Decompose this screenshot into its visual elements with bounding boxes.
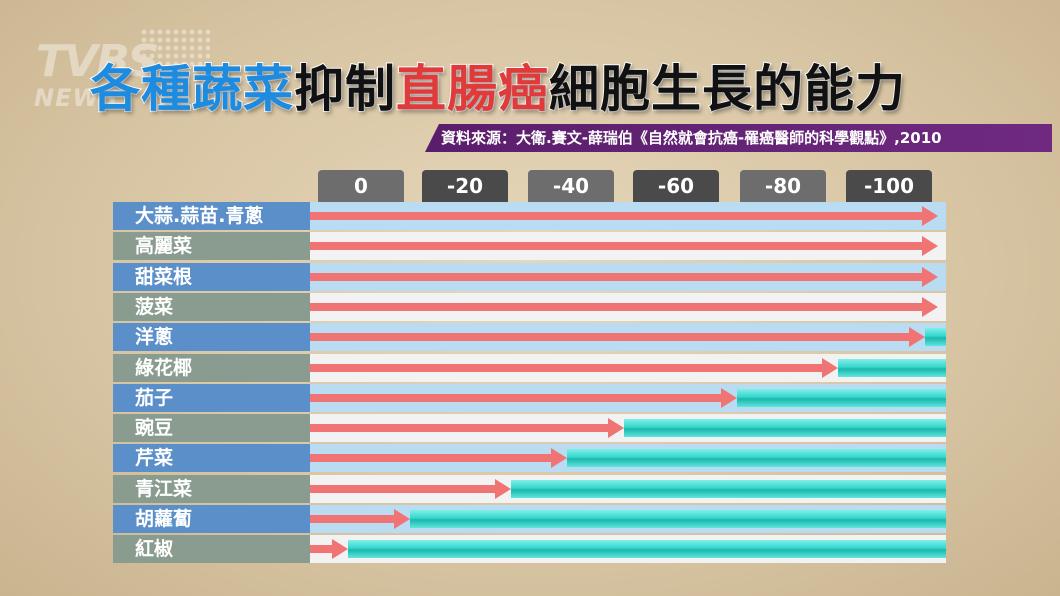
category-label: 豌豆: [113, 414, 310, 443]
arrow-head: [922, 296, 938, 317]
category-label: 青江菜: [113, 474, 310, 503]
arrow-shaft: [310, 242, 924, 251]
tvbs-news-logo: TVBS NEWS: [30, 28, 220, 116]
x-tick-label: -100: [846, 170, 932, 202]
value-arrow: [310, 206, 938, 226]
logo-dots: [140, 28, 210, 68]
category-label: 洋蔥: [113, 323, 310, 352]
chart-row: 高麗菜: [113, 232, 946, 261]
value-arrow: [310, 327, 926, 348]
arrow-head: [922, 266, 938, 287]
value-arrow: [310, 539, 348, 560]
arrow-head: [821, 357, 838, 378]
arrow-shaft: [310, 363, 824, 372]
arrow-shaft: [310, 272, 924, 281]
category-label: 甜菜根: [113, 262, 310, 291]
chart-row: 紅椒: [113, 535, 946, 564]
arrow-head: [551, 448, 568, 469]
value-arrow: [310, 296, 938, 317]
value-arrow: [310, 509, 411, 529]
bar-track: [310, 383, 946, 412]
value-arrow: [310, 418, 624, 439]
x-axis-tabs: 0 -20 -40 -60 -80 -100: [310, 170, 950, 202]
arrow-head: [909, 327, 926, 348]
bar-track: [310, 535, 946, 564]
chart-row: 菠菜: [113, 292, 946, 321]
chart-row: 綠花椰: [113, 353, 946, 382]
title-part-inhibit: 抑制: [293, 59, 396, 119]
bar-track: [310, 444, 946, 473]
arrow-shaft: [310, 333, 912, 342]
category-label: 茄子: [113, 383, 310, 412]
chart-row: 胡蘿蔔: [113, 505, 946, 533]
chart-row: 茄子: [113, 383, 946, 412]
chart-row: 芹菜: [113, 444, 946, 473]
category-label: 胡蘿蔔: [113, 505, 310, 533]
x-tick-label: -20: [422, 170, 508, 202]
remaining-bar: [410, 510, 946, 528]
x-tick-label: 0: [318, 170, 404, 202]
x-tick-label: -80: [740, 170, 826, 202]
category-label: 綠花椰: [113, 353, 310, 382]
arrow-head: [922, 206, 938, 226]
remaining-bar: [737, 388, 946, 407]
arrow-head: [494, 478, 511, 499]
chart-row: 大蒜.蒜苗.青蔥: [113, 202, 946, 230]
arrow-shaft: [310, 515, 397, 523]
chart-plot: 大蒜.蒜苗.青蔥 高麗菜 甜菜根 菠菜 洋蔥 綠花椰 茄子 豌豆 芹菜 青江菜 胡蘿蔔 紅椒: [113, 202, 946, 566]
remaining-bar: [567, 449, 946, 468]
chart-row: 豌豆: [113, 414, 946, 443]
category-label: 菠菜: [113, 292, 310, 321]
category-label: 高麗菜: [113, 232, 310, 261]
x-tick-label: -40: [528, 170, 614, 202]
remaining-bar: [510, 479, 946, 498]
value-arrow: [310, 478, 511, 499]
logo-text-top: TVBS: [36, 36, 159, 87]
source-banner: 資料來源：大衛.賽文-薛瑞伯《自然就會抗癌-罹癌醫師的科學觀點》,2010: [425, 124, 1052, 152]
chart-title: 各種蔬菜抑制直腸癌細胞生長的能力: [89, 54, 906, 124]
chart-row: 洋蔥: [113, 323, 946, 352]
remaining-bar: [837, 358, 946, 377]
bar-track: [310, 474, 946, 503]
category-label: 大蒜.蒜苗.青蔥: [113, 202, 310, 230]
bar-track: [310, 202, 946, 230]
value-arrow: [310, 236, 938, 257]
bar-track: [310, 353, 946, 382]
value-arrow: [310, 448, 568, 469]
bar-track: [310, 232, 946, 261]
bar-track: [310, 292, 946, 321]
arrow-head: [608, 418, 624, 439]
title-part-vegetables: 各種蔬菜: [89, 59, 294, 119]
chart-row: 甜菜根: [113, 262, 946, 291]
arrow-head: [721, 387, 738, 408]
arrow-shaft: [310, 424, 610, 433]
value-arrow: [310, 357, 838, 378]
arrow-shaft: [310, 545, 334, 554]
arrow-shaft: [310, 484, 497, 493]
remaining-bar: [347, 540, 946, 559]
value-arrow: [310, 266, 938, 287]
value-arrow: [310, 387, 738, 408]
title-part-colon-cancer: 直腸癌: [395, 59, 549, 119]
arrow-head: [922, 236, 938, 257]
arrow-shaft: [310, 212, 924, 220]
bar-track: [310, 505, 946, 533]
arrow-shaft: [310, 393, 724, 402]
arrow-head: [394, 509, 411, 529]
arrow-head: [331, 539, 348, 560]
remaining-bar: [925, 328, 946, 347]
title-part-growth: 細胞生長的能力: [548, 59, 906, 119]
bar-track: [310, 414, 946, 443]
arrow-shaft: [310, 302, 924, 311]
category-label: 芹菜: [113, 444, 310, 473]
bar-track: [310, 323, 946, 352]
category-label: 紅椒: [113, 535, 310, 564]
x-tick-label: -60: [633, 170, 719, 202]
logo-text-bottom: NEWS: [34, 84, 119, 112]
chart-row: 青江菜: [113, 474, 946, 503]
remaining-bar: [624, 419, 946, 438]
arrow-shaft: [310, 454, 554, 463]
bar-track: [310, 262, 946, 291]
